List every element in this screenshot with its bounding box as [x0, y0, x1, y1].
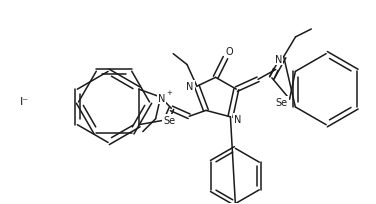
Text: Se: Se: [163, 115, 176, 125]
Text: N: N: [186, 82, 194, 92]
Text: Se: Se: [276, 98, 288, 108]
Text: N: N: [158, 94, 165, 104]
Text: N: N: [233, 114, 241, 124]
Text: I⁻: I⁻: [20, 96, 29, 106]
Text: O: O: [226, 47, 233, 57]
Text: N: N: [275, 54, 282, 64]
Text: +: +: [167, 90, 172, 96]
